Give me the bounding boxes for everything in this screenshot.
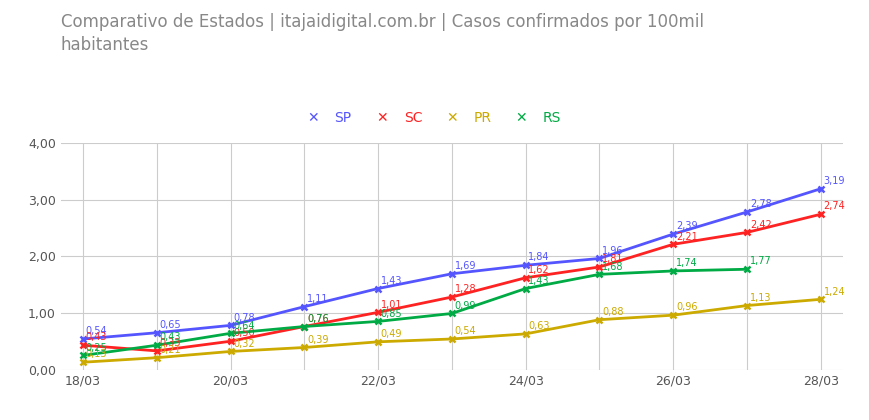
PR	[299, 345, 309, 350]
Text: ✕: ✕	[376, 110, 388, 125]
Text: 1,96: 1,96	[602, 246, 624, 256]
PR	[668, 312, 679, 318]
SC	[521, 275, 531, 280]
Text: SP: SP	[335, 110, 352, 125]
Text: 0,96: 0,96	[676, 302, 698, 312]
RS	[77, 353, 88, 358]
PR	[373, 339, 383, 344]
RS	[225, 331, 235, 336]
Text: 0,39: 0,39	[307, 335, 328, 345]
Text: 2,21: 2,21	[676, 231, 698, 241]
Text: 0,49: 0,49	[381, 329, 402, 339]
Text: 1,43: 1,43	[528, 276, 550, 286]
Text: 3,19: 3,19	[824, 176, 845, 186]
PR	[742, 303, 753, 308]
SP	[742, 210, 753, 215]
Line: SC: SC	[79, 211, 825, 354]
RS	[373, 319, 383, 324]
Text: 0,78: 0,78	[233, 312, 255, 323]
SP	[668, 231, 679, 236]
Text: 1,77: 1,77	[750, 257, 772, 266]
PR	[594, 317, 605, 322]
SP	[594, 256, 605, 261]
SC	[668, 242, 679, 247]
PR	[816, 297, 826, 302]
SC	[151, 348, 162, 353]
SP	[299, 304, 309, 309]
SP	[373, 286, 383, 291]
Text: ✕: ✕	[515, 110, 527, 125]
Text: 0,13: 0,13	[86, 349, 107, 360]
RS	[594, 272, 605, 277]
Text: 1,13: 1,13	[750, 293, 772, 303]
Text: 0,21: 0,21	[160, 345, 181, 355]
SC	[77, 343, 88, 348]
Text: 1,69: 1,69	[454, 261, 476, 271]
SP	[225, 323, 235, 328]
Text: ✕: ✕	[446, 110, 458, 125]
Text: 1,11: 1,11	[307, 294, 328, 304]
Text: 1,68: 1,68	[602, 262, 624, 272]
SC	[594, 265, 605, 270]
Text: 0,64: 0,64	[233, 320, 255, 331]
Text: 1,24: 1,24	[824, 286, 846, 297]
Text: 2,74: 2,74	[824, 202, 846, 211]
PR	[77, 360, 88, 365]
SP	[447, 271, 457, 276]
Text: SC: SC	[404, 110, 422, 125]
Text: 0,88: 0,88	[602, 307, 624, 317]
Line: RS: RS	[79, 266, 751, 359]
Text: PR: PR	[474, 110, 492, 125]
RS	[299, 324, 309, 329]
Text: 0,65: 0,65	[160, 320, 181, 330]
PR	[521, 331, 531, 336]
Text: 0,99: 0,99	[454, 301, 476, 311]
Text: 0,63: 0,63	[528, 321, 550, 331]
Text: 0,50: 0,50	[233, 328, 255, 339]
SC	[373, 310, 383, 315]
SC	[447, 294, 457, 299]
Text: Comparativo de Estados | itajaidigital.com.br | Casos confirmados por 100mil
hab: Comparativo de Estados | itajaidigital.c…	[61, 13, 704, 54]
RS	[742, 267, 753, 272]
SP	[521, 263, 531, 268]
Line: PR: PR	[79, 296, 825, 366]
Text: 0,43: 0,43	[86, 333, 107, 342]
RS	[668, 268, 679, 273]
Text: 0,85: 0,85	[381, 309, 402, 319]
PR	[225, 349, 235, 354]
SC	[225, 339, 235, 344]
PR	[151, 355, 162, 360]
PR	[447, 336, 457, 341]
Text: 0,76: 0,76	[307, 314, 328, 324]
Text: 0,76: 0,76	[307, 314, 328, 324]
RS	[521, 286, 531, 291]
Text: 0,32: 0,32	[233, 339, 255, 349]
Text: RS: RS	[543, 110, 561, 125]
Text: 0,54: 0,54	[454, 326, 476, 336]
Text: 1,01: 1,01	[381, 299, 402, 310]
Text: 1,81: 1,81	[602, 254, 624, 264]
SC	[299, 324, 309, 329]
SP	[816, 186, 826, 191]
Text: 0,25: 0,25	[86, 343, 108, 353]
Text: 1,74: 1,74	[676, 258, 698, 268]
SC	[816, 212, 826, 217]
RS	[151, 343, 162, 348]
Text: 1,62: 1,62	[528, 265, 550, 275]
Text: 2,78: 2,78	[750, 199, 772, 209]
Text: 1,28: 1,28	[454, 284, 476, 294]
Text: 0,54: 0,54	[86, 326, 108, 336]
Text: 0,33: 0,33	[160, 338, 181, 348]
SP	[77, 336, 88, 341]
Text: 1,84: 1,84	[528, 252, 550, 262]
RS	[447, 311, 457, 316]
SC	[742, 230, 753, 235]
SP	[151, 330, 162, 335]
Text: 2,42: 2,42	[750, 220, 772, 230]
Text: 0,43: 0,43	[160, 333, 181, 342]
Text: 2,39: 2,39	[676, 221, 698, 231]
Text: ✕: ✕	[307, 110, 319, 125]
Text: 1,43: 1,43	[381, 276, 402, 286]
Line: SP: SP	[79, 185, 825, 342]
